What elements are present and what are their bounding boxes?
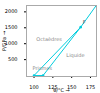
svg-text:Prismes: Prismes xyxy=(33,65,53,71)
svg-text:Liquide: Liquide xyxy=(66,52,84,59)
svg-text:175: 175 xyxy=(86,84,96,90)
svg-text:2000: 2000 xyxy=(5,8,18,14)
svg-text:1500: 1500 xyxy=(5,24,18,30)
svg-text:1000: 1000 xyxy=(4,40,18,47)
svg-text:100: 100 xyxy=(29,84,39,90)
svg-text:500: 500 xyxy=(8,56,18,62)
svg-text:150: 150 xyxy=(66,84,77,91)
svg-text:F: F xyxy=(83,19,86,25)
svg-text:Octaèdres: Octaèdres xyxy=(36,36,62,42)
svg-text:P/GPa →: P/GPa → xyxy=(1,31,7,51)
svg-text:θ/°C →: θ/°C → xyxy=(53,87,70,93)
